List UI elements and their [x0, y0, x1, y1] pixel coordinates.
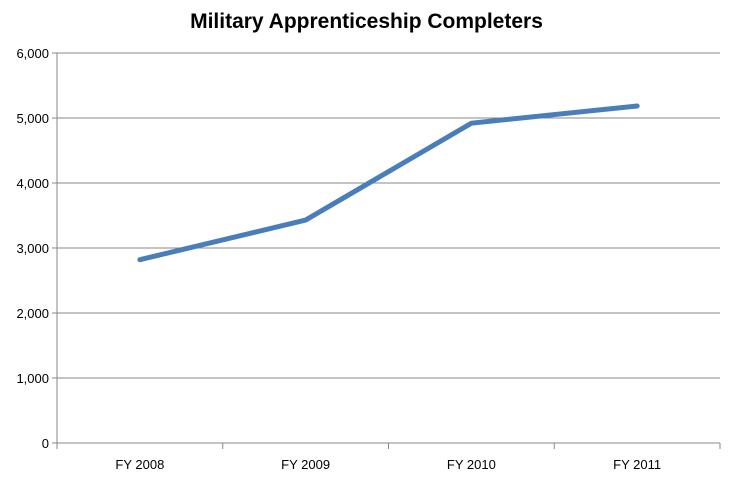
x-tick-label: FY 2011 [613, 457, 661, 472]
y-tick-label: 4,000 [16, 176, 49, 191]
y-tick-label: 6,000 [16, 46, 49, 61]
x-tick-label: FY 2009 [281, 457, 330, 472]
series-line [137, 103, 640, 263]
x-tick-label: FY 2010 [447, 457, 496, 472]
y-tick-label: 3,000 [16, 241, 49, 256]
y-tick-label: 2,000 [16, 306, 49, 321]
y-tick-label: 0 [42, 436, 49, 451]
y-tick-label: 1,000 [16, 371, 49, 386]
x-tick-label: FY 2008 [115, 457, 164, 472]
chart-title: Military Apprenticeship Completers [190, 10, 543, 33]
y-tick-label: 5,000 [16, 111, 49, 126]
